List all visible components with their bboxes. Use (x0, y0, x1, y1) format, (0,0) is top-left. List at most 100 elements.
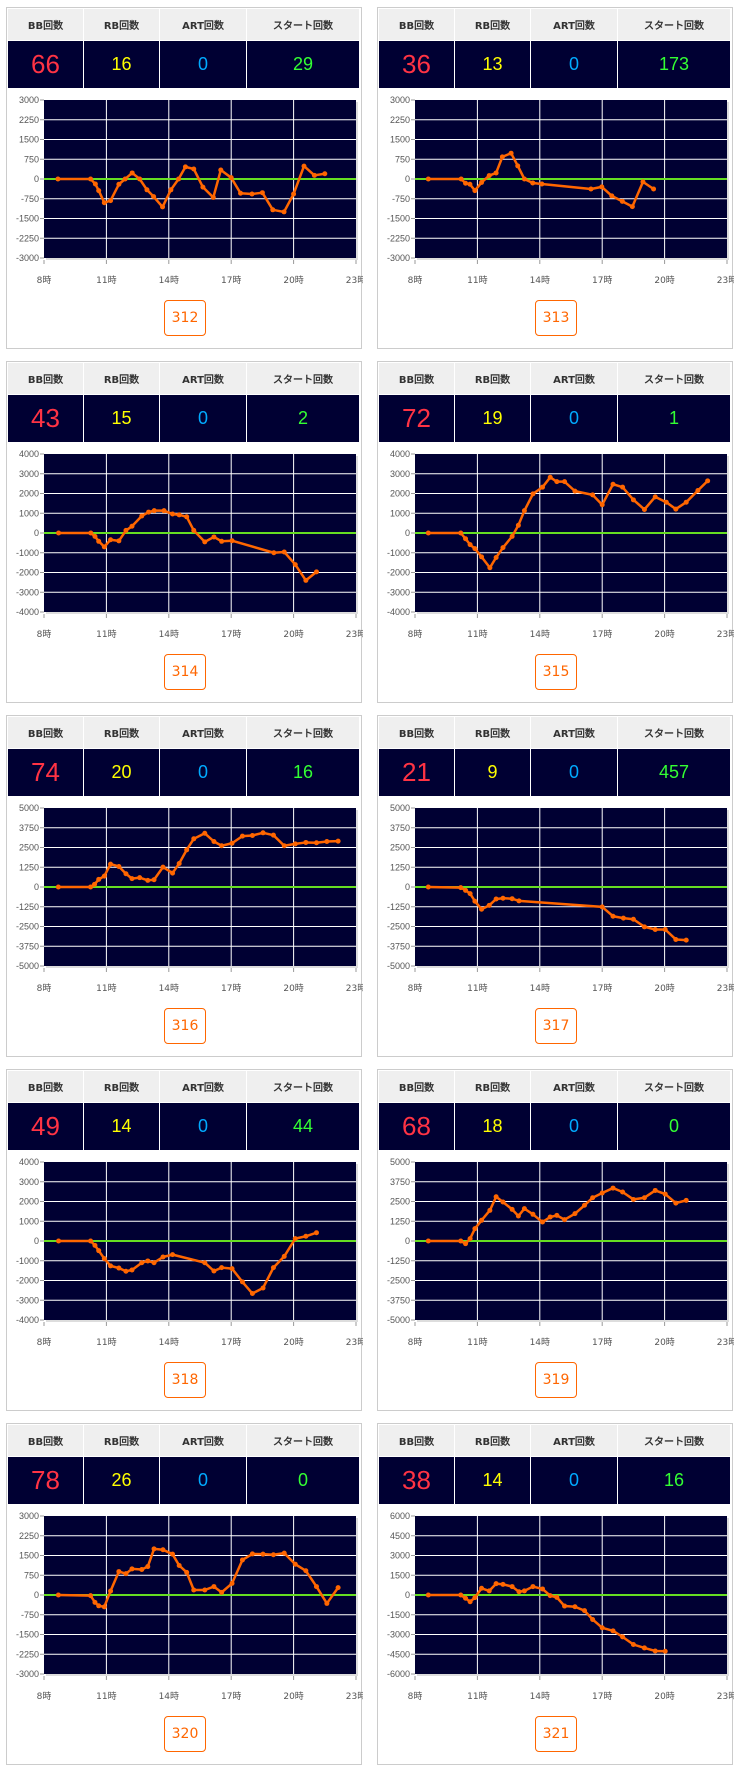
data-point (219, 843, 225, 849)
x-tick-label: 14時 (159, 983, 179, 994)
header-art: ART回数 (531, 1425, 618, 1456)
data-point (96, 1603, 102, 1609)
data-point (311, 172, 317, 178)
value-start: 16 (247, 748, 360, 796)
data-point (313, 1230, 319, 1236)
data-point (652, 927, 658, 933)
machine-number-button[interactable]: 315 (535, 654, 577, 690)
data-point (228, 175, 234, 181)
y-tick-label: -3000 (387, 587, 410, 597)
y-tick-label: 2500 (390, 1197, 410, 1207)
value-bb: 74 (8, 748, 84, 796)
data-point (151, 877, 157, 883)
data-point (281, 209, 287, 215)
y-tick-label: 3000 (19, 1511, 39, 1521)
data-point (641, 1645, 647, 1651)
y-tick-label: -1000 (387, 548, 410, 558)
data-point (270, 832, 276, 838)
data-point (303, 1568, 309, 1574)
data-point (139, 1260, 145, 1266)
header-rb: RB回数 (84, 1425, 160, 1456)
data-point (211, 1584, 217, 1590)
x-tick-label: 11時 (96, 1691, 116, 1702)
machine-number-button[interactable]: 317 (535, 1008, 577, 1044)
data-point (521, 1206, 527, 1212)
header-start: スタート回数 (618, 1425, 731, 1456)
data-point (151, 508, 157, 514)
data-point (493, 1194, 499, 1200)
data-point (108, 1263, 114, 1269)
header-rb: RB回数 (84, 1071, 160, 1102)
data-point (467, 1236, 473, 1242)
data-point (521, 176, 527, 182)
y-tick-label: -4000 (16, 1315, 39, 1325)
data-point (101, 873, 107, 879)
data-point (610, 481, 616, 487)
header-bb: BB回数 (379, 363, 455, 394)
x-tick-label: 20時 (654, 275, 674, 286)
x-tick-label: 23時 (717, 629, 734, 640)
machine-number-button[interactable]: 314 (164, 654, 206, 690)
data-point (92, 1242, 98, 1248)
data-point (479, 1217, 485, 1223)
y-tick-label: -3000 (16, 587, 39, 597)
data-point (425, 1238, 431, 1244)
data-point (630, 497, 636, 503)
header-bb: BB回数 (379, 1071, 455, 1102)
x-tick-label: 11時 (96, 983, 116, 994)
data-point (705, 478, 711, 484)
data-point (122, 176, 128, 182)
data-point (281, 1550, 287, 1556)
data-point (56, 1238, 62, 1244)
x-tick-label: 23時 (717, 275, 734, 286)
machine-number-button[interactable]: 319 (535, 1362, 577, 1398)
data-point (151, 1546, 157, 1552)
data-point (270, 1265, 276, 1271)
x-tick-label: 11時 (96, 275, 116, 286)
y-tick-label: 4000 (19, 449, 39, 459)
data-point (145, 1564, 151, 1570)
y-tick-label: 750 (395, 154, 410, 164)
data-point (547, 474, 553, 480)
header-rb: RB回数 (84, 9, 160, 40)
machine-number-button[interactable]: 312 (164, 300, 206, 336)
data-point (292, 841, 298, 847)
data-point (182, 164, 188, 170)
data-point (96, 538, 102, 544)
y-tick-label: -2000 (16, 1276, 39, 1286)
data-point (610, 913, 616, 919)
y-tick-label: -3000 (387, 1630, 410, 1640)
data-point (463, 536, 469, 542)
data-point (588, 186, 594, 192)
machine-number-button[interactable]: 313 (535, 300, 577, 336)
machine-number-button[interactable]: 320 (164, 1716, 206, 1752)
value-art: 0 (531, 748, 618, 796)
data-point (219, 1589, 225, 1595)
data-point (176, 176, 182, 182)
data-point (313, 840, 319, 846)
stats-table: BB回数 RB回数 ART回数 スタート回数 68 18 0 0 (379, 1071, 731, 1150)
stats-table: BB回数 RB回数 ART回数 スタート回数 72 19 0 1 (379, 363, 731, 442)
data-point (239, 1557, 245, 1563)
machine-number-button[interactable]: 318 (164, 1362, 206, 1398)
data-point (472, 546, 478, 552)
machine-panel: BB回数 RB回数 ART回数 スタート回数 21 9 0 457 5000 3750 2500 12… (377, 715, 734, 1057)
data-point (116, 538, 122, 544)
data-point (170, 1551, 176, 1557)
data-point (123, 1268, 129, 1274)
value-start: 16 (618, 1456, 731, 1504)
x-tick-label: 17時 (592, 983, 612, 994)
data-point (92, 881, 98, 887)
machine-number-button[interactable]: 316 (164, 1008, 206, 1044)
machine-number-button[interactable]: 321 (535, 1716, 577, 1752)
x-tick-label: 11時 (467, 1337, 487, 1348)
data-point (463, 1241, 469, 1247)
data-point (229, 1580, 235, 1586)
data-point (590, 1616, 596, 1622)
x-tick-label: 20時 (283, 1691, 303, 1702)
y-tick-label: -2250 (16, 1649, 39, 1659)
x-tick-label: 17時 (592, 1691, 612, 1702)
data-point (292, 562, 298, 568)
y-tick-label: -2500 (387, 1276, 410, 1286)
data-point (92, 181, 98, 187)
